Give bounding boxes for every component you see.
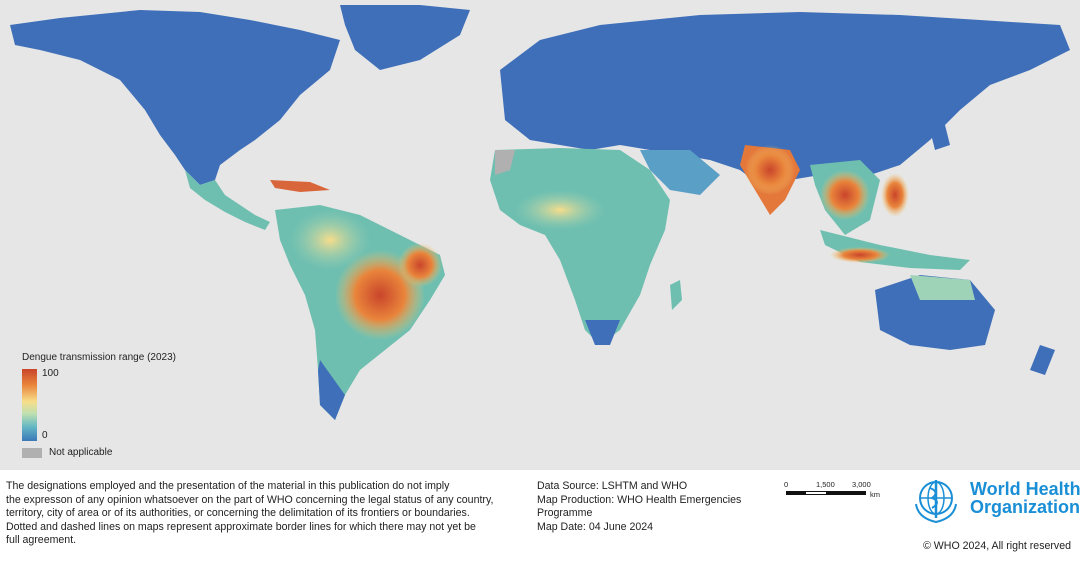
- caribbean: [270, 180, 330, 192]
- data-source: Data Source: LSHTM and WHO: [537, 480, 688, 492]
- map-production: Map Production: WHO Health Emergencies P…: [537, 493, 742, 520]
- disclaimer-line: Dotted and dashed lines on maps represen…: [6, 520, 476, 533]
- legend-title: Dengue transmission range (2023): [22, 352, 176, 363]
- disclaimer-line: full agreement.: [6, 534, 77, 546]
- scale-tick-3000: 3,000: [852, 480, 871, 489]
- legend-max-label: 100: [42, 368, 59, 379]
- org-name: World Health Organization: [970, 480, 1080, 516]
- world-map-svg: [10, 5, 1070, 420]
- eurasia: [500, 12, 1070, 190]
- new-zealand: [1030, 345, 1055, 375]
- middle-east: [640, 150, 720, 195]
- disclaimer-text: The designations employed and the presen…: [6, 480, 521, 548]
- who-emblem-icon: [915, 480, 957, 524]
- legend-na-label: Not applicable: [49, 447, 113, 458]
- scale-tick-0: 0: [784, 480, 789, 489]
- map-legend: Dengue transmission range (2023) 100 0 N…: [22, 352, 222, 464]
- map-credits: Data Source: LSHTM and WHO Map Productio…: [537, 480, 767, 534]
- disclaimer-line: the expresson of any opinion whatsoever …: [6, 493, 494, 506]
- legend-min-label: 0: [42, 430, 48, 441]
- copyright-notice: © WHO 2024, All right reserved: [923, 540, 1071, 552]
- scale-tick-1500: 1,500: [816, 480, 835, 489]
- map-date: Map Date: 04 June 2024: [537, 520, 654, 533]
- scale-unit: km: [870, 490, 880, 499]
- who-logo: World Health Organization: [910, 474, 1080, 526]
- africa: [490, 148, 670, 345]
- scale-bar-segment: [786, 491, 866, 495]
- central-america: [185, 170, 270, 230]
- scale-bar-segment-alt: [806, 492, 826, 494]
- org-name-line1: World Health: [970, 479, 1080, 499]
- legend-color-scale: [22, 369, 37, 441]
- disclaimer-line: territory, city of area or of its author…: [6, 507, 470, 519]
- madagascar: [670, 280, 682, 310]
- legend-na-swatch: [22, 448, 42, 458]
- scale-bar: 0 1,500 3,000 km: [784, 480, 886, 506]
- dengue-map: Dengue transmission range (2023) 100 0 N…: [0, 0, 1080, 470]
- disclaimer-line: The designations employed and the presen…: [6, 480, 450, 492]
- greenland: [340, 5, 470, 70]
- north-america: [10, 10, 340, 185]
- org-name-line2: Organization: [970, 497, 1080, 517]
- japan: [930, 125, 950, 150]
